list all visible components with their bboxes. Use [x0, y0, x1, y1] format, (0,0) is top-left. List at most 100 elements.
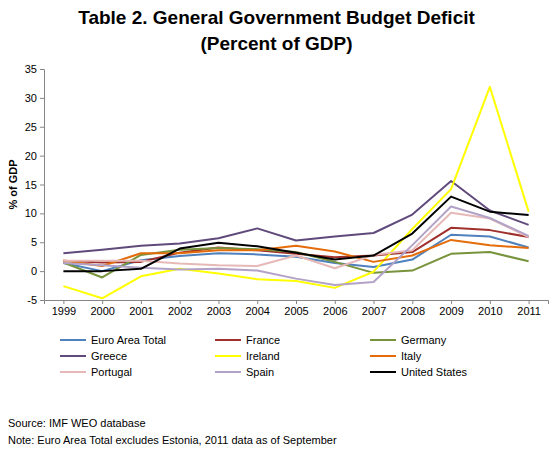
- chart: Table 2. General Government Budget Defic…: [0, 0, 553, 463]
- x-tick: 2009: [439, 300, 463, 317]
- legend-swatch: [370, 355, 396, 357]
- legend-item: Greece: [60, 350, 127, 362]
- legend-label: France: [246, 334, 280, 346]
- y-axis-title: % of GDP: [7, 159, 19, 209]
- y-tick-label: 0: [31, 265, 37, 277]
- annotation: Source: IMF WEO database: [8, 417, 146, 429]
- x-tick-mark: [335, 300, 336, 304]
- y-tick: 20: [25, 150, 44, 162]
- legend-swatch: [215, 355, 241, 357]
- y-tick-mark: [40, 300, 44, 301]
- y-tick: 5: [31, 236, 44, 248]
- y-tick-mark: [40, 185, 44, 186]
- x-tick-label: 2006: [323, 305, 347, 317]
- x-tick-mark: [102, 300, 103, 304]
- x-tick-label: 2004: [245, 305, 269, 317]
- x-tick-mark: [257, 300, 258, 304]
- legend-label: United States: [401, 366, 468, 378]
- x-tick-mark: [218, 300, 219, 304]
- title: Table 2. General Government Budget Defic…: [78, 7, 475, 28]
- subtitle: (Percent of GDP): [200, 33, 352, 54]
- y-axis: -5 0 5 10 15 20 25 30 35: [25, 63, 45, 306]
- y-tick-mark: [40, 156, 44, 157]
- x-tick: 2002: [168, 300, 192, 317]
- x-tick-label: 2002: [168, 305, 192, 317]
- x-tick: 2008: [401, 300, 425, 317]
- y-tick-mark: [40, 271, 44, 272]
- legend-label: Italy: [401, 350, 422, 362]
- y-tick-mark: [40, 98, 44, 99]
- x-tick-mark: [296, 300, 297, 304]
- y-tick-mark: [40, 242, 44, 243]
- legend-label: Ireland: [246, 350, 280, 362]
- x-tick-mark: [180, 300, 181, 304]
- y-axis-line: [40, 70, 45, 301]
- legend-item: Italy: [370, 350, 422, 362]
- annotation: Note: Euro Area Total excludes Estonia, …: [8, 434, 337, 446]
- x-tick: 2003: [207, 300, 231, 317]
- x-tick-label: 2011: [517, 305, 541, 317]
- y-tick: 35: [25, 63, 44, 75]
- x-tick: 2010: [478, 300, 502, 317]
- x-tick: 1999: [52, 300, 76, 317]
- x-tick-label: 2001: [129, 305, 153, 317]
- x-tick: 2011: [517, 300, 541, 317]
- y-tick-label: 35: [25, 63, 37, 75]
- x-tick-label: 2005: [284, 305, 308, 317]
- legend: Euro Area Total France Germany Greece Irelan…: [60, 334, 468, 378]
- y-tick: -5: [27, 294, 44, 306]
- x-tick-mark: [412, 300, 413, 304]
- legend-label: Germany: [401, 334, 447, 346]
- lines: [63, 87, 528, 298]
- x-tick: 2005: [284, 300, 308, 317]
- x-tick: 2007: [362, 300, 386, 317]
- y-tick: 30: [25, 92, 44, 104]
- x-tick-label: 2008: [401, 305, 425, 317]
- y-tick-mark: [40, 127, 44, 128]
- y-tick-label: 15: [25, 179, 37, 191]
- series-line: [63, 206, 528, 285]
- x-tick-label: 2010: [478, 305, 502, 317]
- legend-swatch: [60, 371, 86, 373]
- y-tick-mark: [40, 213, 44, 214]
- y-tick-label: 5: [31, 236, 37, 248]
- legend-item: Euro Area Total: [60, 334, 166, 346]
- x-tick-label: 2000: [90, 305, 114, 317]
- series-line: [63, 87, 528, 298]
- y-tick: 0: [31, 265, 44, 277]
- legend-swatch: [370, 339, 396, 341]
- legend-label: Euro Area Total: [91, 334, 166, 346]
- legend-item: Portugal: [60, 366, 132, 378]
- legend-label: Spain: [246, 366, 274, 378]
- x-tick-label: 2009: [439, 305, 463, 317]
- legend-swatch: [60, 339, 86, 341]
- y-tick-label: -5: [27, 294, 37, 306]
- y-tick-label: 10: [25, 207, 37, 219]
- x-tick-mark: [529, 300, 530, 304]
- legend-item: France: [215, 334, 280, 346]
- x-tick-mark: [141, 300, 142, 304]
- y-tick-label: 20: [25, 150, 37, 162]
- x-tick-mark: [490, 300, 491, 304]
- legend-swatch: [215, 339, 241, 341]
- x-tick: 2001: [129, 300, 153, 317]
- x-tick-label: 2003: [207, 305, 231, 317]
- legend-label: Portugal: [91, 366, 132, 378]
- y-tick: 15: [25, 179, 44, 191]
- x-axis-line: [45, 301, 549, 305]
- legend-swatch: [60, 355, 86, 357]
- legend-item: Ireland: [215, 350, 280, 362]
- x-tick-mark: [374, 300, 375, 304]
- x-axis: 1999 2000 2001 2002 2003 2004 2005 2006 2007 2008…: [45, 300, 549, 317]
- x-tick-mark: [63, 300, 64, 304]
- x-tick-mark: [451, 300, 452, 304]
- y-tick: 10: [25, 207, 44, 219]
- y-tick-label: 25: [25, 121, 37, 133]
- legend-swatch: [215, 371, 241, 373]
- legend-item: Spain: [215, 366, 274, 378]
- series-line: [63, 213, 528, 268]
- legend-swatch: [370, 371, 396, 373]
- x-tick: 2000: [90, 300, 114, 317]
- x-tick: 2006: [323, 300, 347, 317]
- y-tick: 25: [25, 121, 44, 133]
